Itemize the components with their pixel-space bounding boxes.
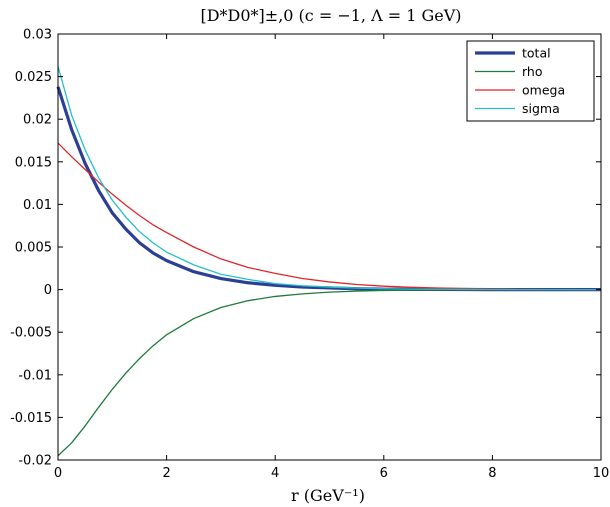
x-tick-label: 0 bbox=[54, 466, 62, 481]
x-tick-label: 8 bbox=[488, 466, 496, 481]
y-tick-label: 0.02 bbox=[23, 113, 52, 128]
x-axis-label: r (GeV⁻¹) bbox=[291, 486, 365, 505]
x-tick-label: 6 bbox=[380, 466, 388, 481]
legend-label-omega: omega bbox=[522, 83, 565, 98]
series-line-sigma bbox=[57, 66, 601, 291]
y-tick-label: 0.01 bbox=[23, 198, 52, 213]
axis-layer: 0 2 4 6 8 10 -0.02 -0.015 -0.01 -0.005 0 0.005 0.01 0… bbox=[10, 28, 609, 482]
y-tick-label: 0.025 bbox=[15, 70, 52, 85]
legend-label-sigma: sigma bbox=[522, 101, 560, 116]
y-tick-label: 0.005 bbox=[15, 241, 52, 256]
chart-title: [D*D0*]±,0 (c = −1, Λ = 1 GeV) bbox=[200, 6, 461, 25]
y-tick-label: -0.02 bbox=[18, 454, 52, 469]
series-layer bbox=[56, 66, 602, 457]
legend-label-total: total bbox=[522, 46, 551, 61]
x-tick-label: 2 bbox=[162, 466, 170, 481]
y-tick-label: -0.005 bbox=[10, 326, 52, 341]
x-tick-label: 4 bbox=[271, 466, 279, 481]
y-tick-label: -0.01 bbox=[18, 368, 52, 383]
y-tick-label: -0.015 bbox=[10, 411, 52, 426]
legend-label-rho: rho bbox=[522, 64, 543, 79]
y-tick-label: 0 bbox=[44, 283, 52, 298]
x-tick-label: 10 bbox=[593, 466, 610, 481]
legend: total rho omega sigma bbox=[466, 40, 595, 122]
y-tick-label: 0.03 bbox=[23, 28, 52, 43]
y-tick-label: 0.015 bbox=[15, 155, 52, 170]
